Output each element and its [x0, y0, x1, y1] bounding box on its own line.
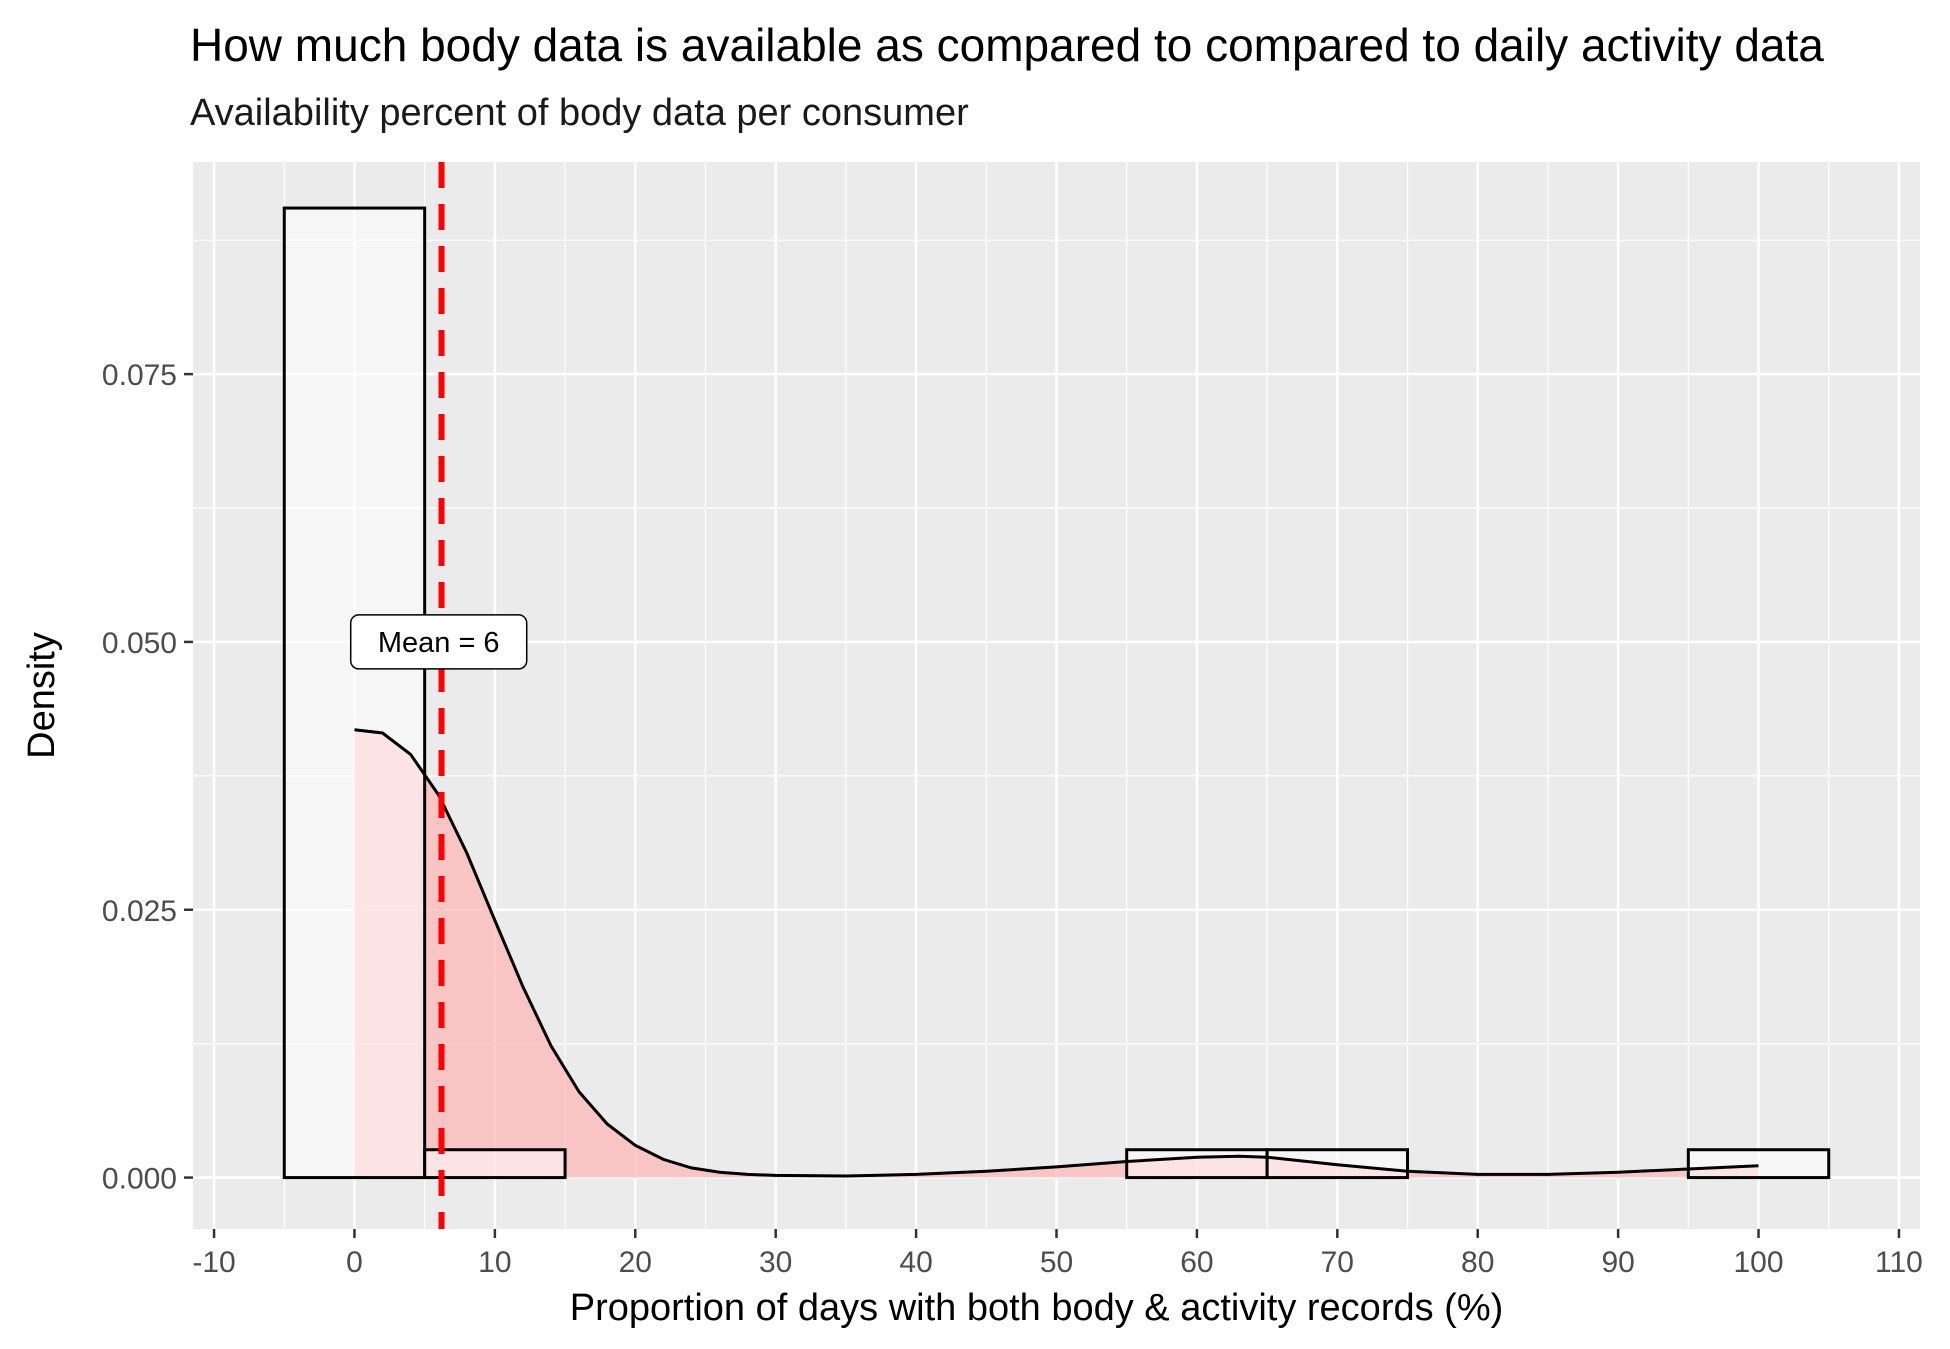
x-tick-label: 0	[346, 1246, 363, 1279]
histogram-bars	[282, 206, 1831, 1180]
x-axis-title: Proportion of days with both body & acti…	[570, 1287, 1504, 1329]
histogram-bar	[282, 206, 427, 1180]
chart-title: How much body data is available as compa…	[190, 19, 1824, 71]
histogram-bar	[1125, 1148, 1269, 1180]
x-tick-label: 90	[1601, 1246, 1634, 1279]
y-tick-label: 0.000	[102, 1163, 177, 1196]
x-tick-label: 30	[759, 1246, 792, 1279]
mean-annotation-box	[349, 614, 528, 670]
x-tick-label: 60	[1180, 1246, 1213, 1279]
histogram-bar	[423, 1148, 567, 1180]
x-tick-label: 110	[1875, 1246, 1923, 1279]
density-curve	[354, 728, 1759, 1178]
y-axis: 0.000 0.025 0.050 0.075	[102, 359, 193, 1196]
y-tick-label: 0.025	[102, 895, 177, 928]
x-tick-label: 100	[1734, 1246, 1784, 1279]
x-tick-label: 20	[619, 1246, 652, 1279]
x-tick-label: 80	[1461, 1246, 1494, 1279]
histogram-bar	[1686, 1148, 1831, 1180]
x-tick-label: 10	[478, 1246, 511, 1279]
y-tick-label: 0.050	[102, 627, 177, 660]
x-tick-label: -10	[192, 1246, 235, 1279]
x-tick-label: 50	[1040, 1246, 1073, 1279]
x-axis: -10 0 10 20 30 40 50 60 70 80 90 100 110	[192, 1229, 1923, 1279]
chart-subtitle: Availability percent of body data per co…	[190, 92, 969, 134]
y-axis-title: Density	[21, 632, 63, 759]
mean-annotation-label: Mean = 6	[378, 627, 500, 659]
x-tick-label: 70	[1321, 1246, 1354, 1279]
x-tick-label: 40	[899, 1246, 932, 1279]
mean-annotation: Mean = 6	[349, 614, 528, 670]
density-area	[354, 729, 1759, 1178]
y-tick-label: 0.075	[102, 359, 177, 392]
